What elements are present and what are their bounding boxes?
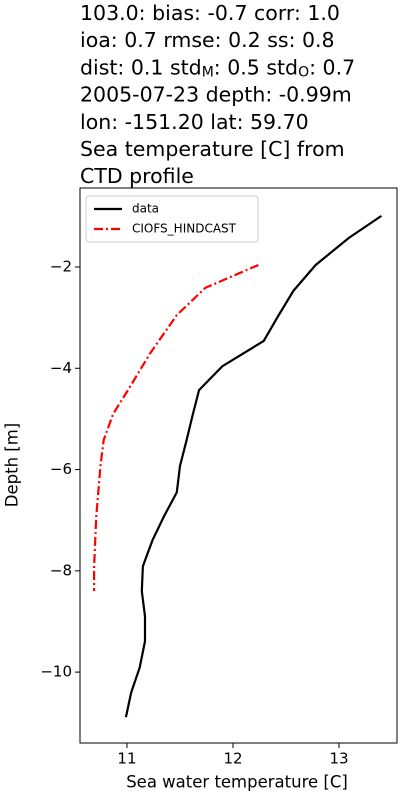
y-tick-label: −10 <box>40 663 72 681</box>
title-line: lon: -151.20 lat: 59.70 <box>80 110 309 134</box>
title-line: ioa: 0.7 rmse: 0.2 ss: 0.8 <box>80 28 335 52</box>
title-segment: 103.0: bias: -0.7 corr: 1.0 <box>80 1 340 25</box>
y-axis-label: Depth [m] <box>3 423 22 507</box>
y-tick-label: −8 <box>50 561 72 579</box>
title-segment: Sea temperature [C] from <box>80 137 345 161</box>
legend-box <box>85 195 259 243</box>
title-segment: ioa: 0.7 rmse: 0.2 ss: 0.8 <box>80 28 335 52</box>
y-tick-label: −4 <box>50 359 72 377</box>
x-tick-label: 13 <box>329 750 348 768</box>
title-segment: dist: 0.1 std <box>80 55 202 79</box>
title-line: dist: 0.1 stdM: 0.5 stdO: 0.7 <box>80 55 355 80</box>
x-tick-label: 12 <box>223 750 242 768</box>
y-tick-label: −6 <box>50 460 72 478</box>
title-segment: CTD profile <box>80 164 194 188</box>
title-segment: M <box>202 64 214 80</box>
data-line <box>124 214 383 718</box>
x-axis-label: Sea water temperature [C] <box>126 773 348 792</box>
legend-label: CIOFS_HINDCAST <box>132 222 237 236</box>
title-line: 2005-07-23 depth: -0.99m <box>80 83 352 107</box>
y-tick-label: −2 <box>50 257 72 275</box>
title-segment: : 0.7 <box>309 55 355 79</box>
title-line: 103.0: bias: -0.7 corr: 1.0 <box>80 1 340 25</box>
title-segment: O <box>298 64 309 80</box>
x-tick-label: 11 <box>117 750 136 768</box>
title-segment: lon: -151.20 lat: 59.70 <box>80 110 309 134</box>
title-segment: : 0.5 std <box>214 55 298 79</box>
legend-label: data <box>132 202 159 216</box>
data-line <box>93 263 259 592</box>
title-line: CTD profile <box>80 164 194 188</box>
plot-frame <box>79 187 398 744</box>
title-line: Sea temperature [C] from <box>80 137 345 161</box>
title-segment: 2005-07-23 depth: -0.99m <box>80 83 352 107</box>
